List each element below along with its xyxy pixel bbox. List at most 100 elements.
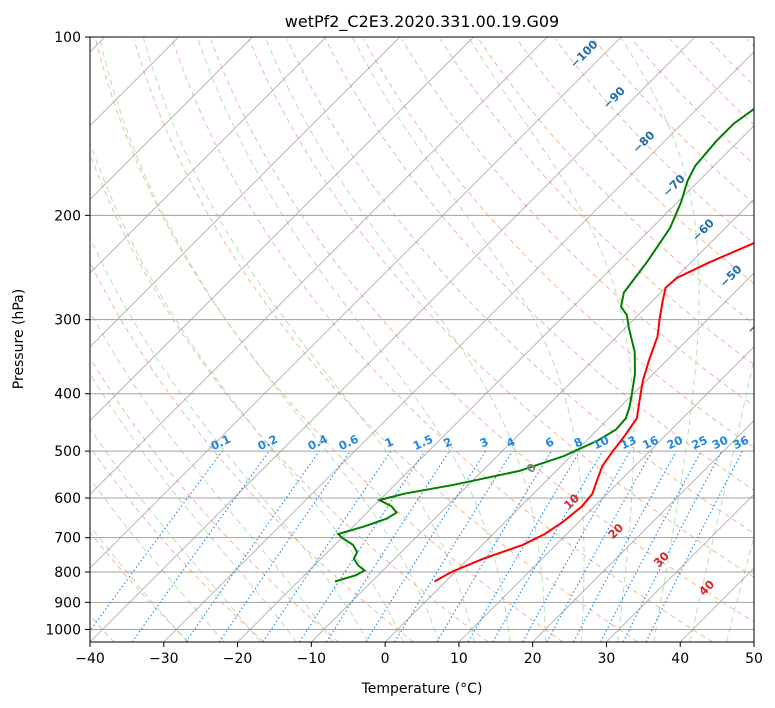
isotherm-label: −60 <box>689 216 717 244</box>
moist-adiabat <box>142 37 475 642</box>
moist-adiabat <box>726 535 754 642</box>
mixing-ratio-line <box>218 450 351 642</box>
x-tick-label: 40 <box>671 651 689 667</box>
x-tick-label: −30 <box>149 651 179 667</box>
mixing-ratio-label: 1.5 <box>411 432 435 453</box>
moist-adiabat-label: 40 <box>696 577 717 598</box>
dry-adiabat <box>248 39 754 578</box>
mixing-ratio-line <box>522 450 631 642</box>
line-labels: 0.1 0.2 0.4 0.6 1 1.5 2 3 4 6 8 10 13 16 20 25 30 36−100−… <box>208 37 775 598</box>
x-tick-label: 30 <box>598 651 616 667</box>
isotherm <box>163 51 754 642</box>
isotherm <box>532 420 754 642</box>
temperature-profile-line <box>434 242 754 583</box>
mixing-ratio-line <box>131 450 270 642</box>
mixing-ratio-line <box>573 450 677 642</box>
isotherm <box>237 124 754 642</box>
dry-adiabat <box>708 38 754 87</box>
isotherm <box>753 641 754 642</box>
y-tick-label: 800 <box>54 565 81 581</box>
dry-adiabat <box>90 531 190 642</box>
mixing-ratio-line <box>90 450 223 632</box>
dry-adiabat <box>90 260 414 642</box>
moist-adiabat <box>90 427 261 642</box>
y-axis: 100 200 300 400 500 600 700 800 900 1000 <box>45 30 90 638</box>
mixing-ratio-label: 6 <box>543 434 556 450</box>
dry-adiabat <box>133 39 639 642</box>
x-axis: −40 −30 −20 −10 0 10 20 30 40 50 <box>75 642 763 667</box>
mixing-ratio-label: 30 <box>710 433 730 452</box>
x-tick-label: −20 <box>223 651 253 667</box>
moist-adiabat <box>90 477 225 642</box>
isotherm <box>90 37 474 422</box>
dry-adiabat <box>593 38 754 205</box>
mixing-ratio-line <box>436 450 552 642</box>
mixing-ratio-label: 0.1 <box>208 432 232 453</box>
mixing-ratio-label: 4 <box>504 434 517 450</box>
moist-adiabat <box>352 37 585 642</box>
isotherm <box>90 37 327 274</box>
mixing-ratio-label: 25 <box>689 433 709 452</box>
dry-adiabat <box>631 38 754 165</box>
dry-adiabat <box>363 39 754 449</box>
mixing-ratio-line <box>546 450 653 642</box>
isotherm-label: −30 <box>772 355 775 383</box>
isotherm <box>606 493 754 642</box>
moist-adiabat <box>689 356 754 642</box>
y-tick-label: 400 <box>54 387 81 403</box>
isotherm-label: −40 <box>744 309 772 337</box>
mixing-ratio-label: 0.6 <box>336 432 360 453</box>
y-axis-label: Pressure (hPa) <box>11 289 27 389</box>
mixing-ratio-label: 13 <box>618 433 638 452</box>
mixing-ratio-line <box>262 450 392 642</box>
dry-adiabat <box>746 38 754 48</box>
dry-adiabat <box>90 446 265 642</box>
isotherm <box>90 37 622 569</box>
dewpoint-profile-line <box>334 107 754 583</box>
isotherm <box>311 198 754 642</box>
x-tick-label: −10 <box>297 651 327 667</box>
mixing-ratio-label: 20 <box>665 433 685 452</box>
mixing-ratio-label: 3 <box>477 434 490 450</box>
mixing-ratio-label: 16 <box>640 433 660 452</box>
y-tick-label: 500 <box>54 444 81 460</box>
mixing-ratio-line <box>299 450 426 642</box>
isotherm <box>90 37 696 642</box>
isotherm-label: −90 <box>600 84 628 112</box>
moist-adiabat <box>90 310 333 642</box>
plot-frame <box>89 36 755 643</box>
x-tick-label: 20 <box>524 651 542 667</box>
y-tick-label: 600 <box>54 491 81 507</box>
moist-adiabat-label: 0 <box>523 460 539 476</box>
moist-adiabat <box>264 37 547 642</box>
isotherm <box>90 37 253 200</box>
dry-adiabat <box>325 39 754 491</box>
isotherm <box>679 567 754 642</box>
mixing-ratio-line <box>185 450 320 642</box>
dry-adiabat <box>286 39 754 534</box>
mixing-ratio-line <box>600 450 702 642</box>
dry-adiabat <box>90 152 489 642</box>
isotherm <box>384 272 754 642</box>
moist-adiabat <box>90 372 298 642</box>
y-tick-label: 1000 <box>45 622 81 638</box>
y-tick-label: 200 <box>54 208 81 224</box>
isotherm-label: −50 <box>717 262 745 290</box>
isotherm-label: −100 <box>567 37 601 71</box>
moist-adiabat <box>620 37 700 642</box>
x-tick-label: 50 <box>745 651 763 667</box>
moist-adiabat <box>90 236 369 642</box>
mixing-ratio-line <box>325 450 450 642</box>
x-axis-label: Temperature (°C) <box>361 681 483 697</box>
moist-adiabat <box>98 37 440 642</box>
isotherm <box>458 346 754 642</box>
dry-adiabat <box>555 38 754 245</box>
isotherm <box>90 37 401 348</box>
y-tick-label: 700 <box>54 531 81 547</box>
x-tick-label: −40 <box>75 651 105 667</box>
mixing-ratio-line <box>394 450 513 642</box>
dry-adiabat <box>90 356 339 642</box>
mixing-ratio-label: 36 <box>731 433 751 452</box>
background-lines <box>90 37 754 642</box>
